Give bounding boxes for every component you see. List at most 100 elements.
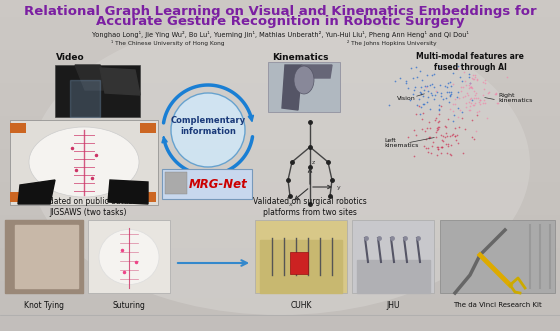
Point [444,81,452,86]
Point [467,134,476,139]
Point [465,104,474,109]
Text: JHU: JHU [386,301,400,309]
Point [441,123,450,129]
Point [466,101,475,106]
FancyBboxPatch shape [165,172,187,194]
Point [433,125,442,131]
Point [442,89,451,94]
Text: Kinematics: Kinematics [272,54,328,63]
Point [417,84,426,89]
FancyBboxPatch shape [255,220,347,293]
Polygon shape [5,220,83,293]
Point [468,117,477,122]
Point [469,76,478,82]
Point [409,127,418,132]
Point [446,107,455,112]
Point [433,127,442,133]
Point [479,98,488,103]
Text: Validated on public dataset
JIGSAWS (two tasks): Validated on public dataset JIGSAWS (two… [35,197,141,217]
Point [435,118,444,124]
Point [430,117,439,122]
Point [416,89,424,95]
Bar [0,199,560,215]
Point [433,126,442,132]
Polygon shape [18,180,55,204]
Point [446,89,455,95]
Point [445,152,454,157]
Point [447,91,456,97]
Point [455,124,464,129]
Point [436,144,445,150]
Point [422,136,431,141]
Point [433,147,442,152]
Polygon shape [282,65,302,110]
Point [460,78,469,83]
Point [434,144,443,149]
Point [441,134,450,139]
Point [480,77,489,83]
FancyBboxPatch shape [162,169,252,199]
Point [404,86,413,91]
Point [434,124,443,130]
Point [446,133,455,138]
Text: ¹ The Chinese University of Hong Kong: ¹ The Chinese University of Hong Kong [111,40,225,46]
Point [430,84,438,89]
Point [405,97,414,102]
Point [475,97,484,103]
FancyBboxPatch shape [10,123,26,133]
Point [422,145,431,150]
Ellipse shape [294,66,314,94]
Point [436,93,445,99]
Point [474,96,483,101]
Point [402,81,411,86]
Point [475,101,484,107]
Point [483,115,492,120]
Point [414,103,423,108]
Point [447,83,456,88]
Point [443,133,452,138]
Point [458,78,466,83]
Point [454,106,463,111]
Point [484,91,493,96]
Point [410,84,419,90]
Point [470,72,479,77]
Bar [0,248,560,265]
FancyBboxPatch shape [10,192,26,202]
Text: ² The Johns Hopkins University: ² The Johns Hopkins University [347,40,437,46]
Point [409,154,418,159]
Point [456,88,465,94]
Point [472,128,480,133]
Point [438,138,447,143]
Point [472,78,481,83]
Point [464,107,473,112]
Point [468,76,477,82]
Polygon shape [70,80,100,117]
Point [426,106,435,111]
Point [437,103,446,108]
Point [439,134,448,139]
Point [412,65,421,70]
Point [464,93,473,98]
Point [419,102,428,107]
Point [428,72,437,77]
Point [436,83,445,88]
Point [416,68,424,73]
Point [427,91,436,96]
Point [404,134,413,139]
Point [463,91,472,96]
Point [492,100,501,105]
Text: Validated on surgical robotics
platforms from two sites: Validated on surgical robotics platforms… [253,197,367,217]
Point [465,74,474,80]
Point [433,89,442,94]
Polygon shape [108,180,148,204]
Point [432,153,441,158]
Point [448,108,457,114]
Point [434,63,443,68]
Point [452,94,461,99]
Point [395,75,404,80]
Point [411,133,420,138]
FancyBboxPatch shape [352,220,434,293]
Bar [0,116,560,132]
FancyBboxPatch shape [5,220,83,293]
Point [433,146,442,152]
